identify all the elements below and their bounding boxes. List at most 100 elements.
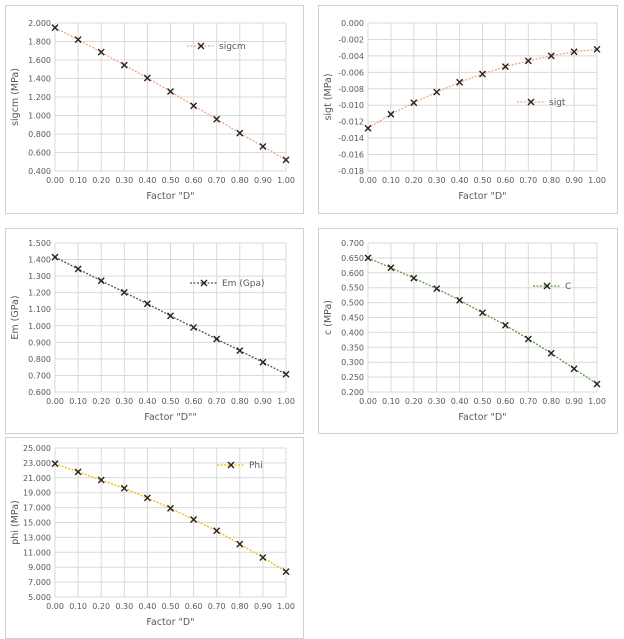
x-tick-label: 0.20 — [92, 176, 110, 185]
data-point — [51, 460, 59, 468]
y-tick-label: 1.600 — [28, 56, 51, 65]
data-point — [167, 504, 174, 512]
x-tick-label: 0.90 — [254, 602, 272, 611]
x-tick-label: 0.40 — [138, 176, 156, 185]
x-tick-label: 0.10 — [69, 602, 87, 611]
y-tick-label: 0.550 — [341, 284, 364, 293]
x-tick-label: 0.50 — [162, 602, 180, 611]
y-tick-label: -0.012 — [338, 118, 364, 127]
legend-label: sigt — [549, 98, 566, 108]
y-tick-label: 1.300 — [28, 272, 51, 281]
data-point — [213, 115, 221, 123]
data-point — [74, 36, 82, 44]
data-point — [190, 323, 198, 331]
x-tick-label: 0.50 — [162, 397, 180, 406]
x-tick-label: 0.60 — [185, 602, 203, 611]
y-tick-label: -0.016 — [338, 151, 364, 160]
data-point — [143, 74, 151, 82]
x-tick-label: 0.70 — [519, 176, 537, 185]
y-tick-label: 1.100 — [28, 305, 51, 314]
data-point — [456, 296, 464, 304]
data-point — [190, 102, 198, 110]
legend-marker — [200, 279, 208, 287]
y-tick-label: 9.000 — [28, 563, 51, 572]
legend-label: sigcm — [219, 42, 246, 52]
x-tick-label: 0.60 — [185, 176, 203, 185]
data-point — [282, 568, 290, 576]
y-tick-label: 1.000 — [28, 112, 51, 121]
data-point — [547, 349, 555, 357]
data-point — [593, 45, 601, 53]
y-tick-label: 21.000 — [23, 474, 51, 483]
x-tick-label: 0.80 — [231, 602, 249, 611]
x-tick-label: 0.20 — [405, 397, 423, 406]
y-tick-label: 23.000 — [23, 459, 51, 468]
y-axis-label: sigcm (MPa) — [10, 68, 21, 126]
data-point — [213, 335, 221, 343]
data-point — [167, 87, 174, 95]
y-tick-label: 17.000 — [23, 504, 51, 513]
chart-sigt: -0.018 -0.016 -0.014 -0.012 -0.010 -0.008 -0.0… — [318, 5, 618, 214]
y-tick-label: 1.500 — [28, 239, 51, 248]
chart-svg: 5.000 7.000 9.000 11.000 13.000 15.000 17.000 1… — [10, 444, 295, 628]
x-tick-label: 0.90 — [254, 397, 272, 406]
x-tick-label: 0.90 — [565, 176, 583, 185]
data-point — [213, 527, 221, 535]
data-point — [120, 61, 128, 69]
data-point — [259, 358, 267, 366]
x-tick-label: 0.30 — [428, 176, 446, 185]
legend: sigcm — [187, 42, 246, 52]
x-tick-label: 0.80 — [542, 397, 560, 406]
x-tick-label: 0.80 — [231, 397, 249, 406]
data-point — [524, 335, 532, 343]
x-tick-label: 0.40 — [138, 397, 156, 406]
y-tick-label: -0.002 — [338, 35, 364, 44]
data-point — [282, 156, 290, 164]
y-tick-label: 0.400 — [28, 167, 51, 176]
x-tick-label: 0.70 — [208, 397, 226, 406]
chart-phi: 5.000 7.000 9.000 11.000 13.000 15.000 17.000 1… — [5, 437, 304, 639]
y-tick-label: -0.014 — [338, 134, 364, 143]
x-tick-label: 1.00 — [588, 176, 606, 185]
data-point — [433, 88, 441, 96]
series-line — [54, 27, 287, 161]
y-tick-label: 11.000 — [23, 548, 51, 557]
y-tick-label: -0.004 — [338, 52, 364, 61]
x-axis-label: Factor "D"" — [144, 412, 197, 423]
data-point — [501, 63, 509, 71]
chart-svg: 0.200 0.250 0.300 0.350 0.400 0.450 0.500 0.550… — [323, 239, 606, 423]
x-tick-label: 0.10 — [69, 176, 87, 185]
x-tick-label: 0.20 — [92, 397, 110, 406]
data-point — [120, 288, 128, 296]
data-point — [236, 540, 244, 548]
y-tick-label: 0.700 — [341, 239, 364, 248]
x-tick-label: 0.70 — [208, 602, 226, 611]
legend-marker — [527, 98, 535, 106]
data-point — [387, 264, 395, 272]
data-point — [51, 253, 59, 261]
y-tick-label: -0.010 — [338, 101, 364, 110]
y-axis-label: phi (MPa) — [10, 500, 21, 544]
y-tick-label: 0.650 — [341, 254, 364, 263]
y-tick-label: 0.500 — [341, 299, 364, 308]
x-tick-label: 0.40 — [451, 176, 469, 185]
x-tick-label: 0.70 — [519, 397, 537, 406]
x-tick-label: 0.60 — [496, 176, 514, 185]
data-point — [143, 300, 151, 308]
y-tick-label: 0.350 — [341, 343, 364, 352]
x-tick-label: 0.10 — [69, 397, 87, 406]
y-axis-label: sigt (MPa) — [323, 73, 334, 120]
x-tick-label: 0.40 — [138, 602, 156, 611]
legend-marker — [197, 42, 205, 50]
x-tick-label: 0.90 — [254, 176, 272, 185]
y-tick-label: 0.600 — [341, 269, 364, 278]
y-tick-label: 0.250 — [341, 373, 364, 382]
legend: Phi — [217, 461, 263, 471]
x-tick-label: 0.70 — [208, 176, 226, 185]
data-point — [524, 57, 532, 65]
y-tick-label: 1.200 — [28, 289, 51, 298]
data-point — [259, 554, 267, 562]
x-tick-label: 0.50 — [162, 176, 180, 185]
y-tick-label: 0.400 — [341, 328, 364, 337]
y-tick-label: 1.400 — [28, 256, 51, 265]
